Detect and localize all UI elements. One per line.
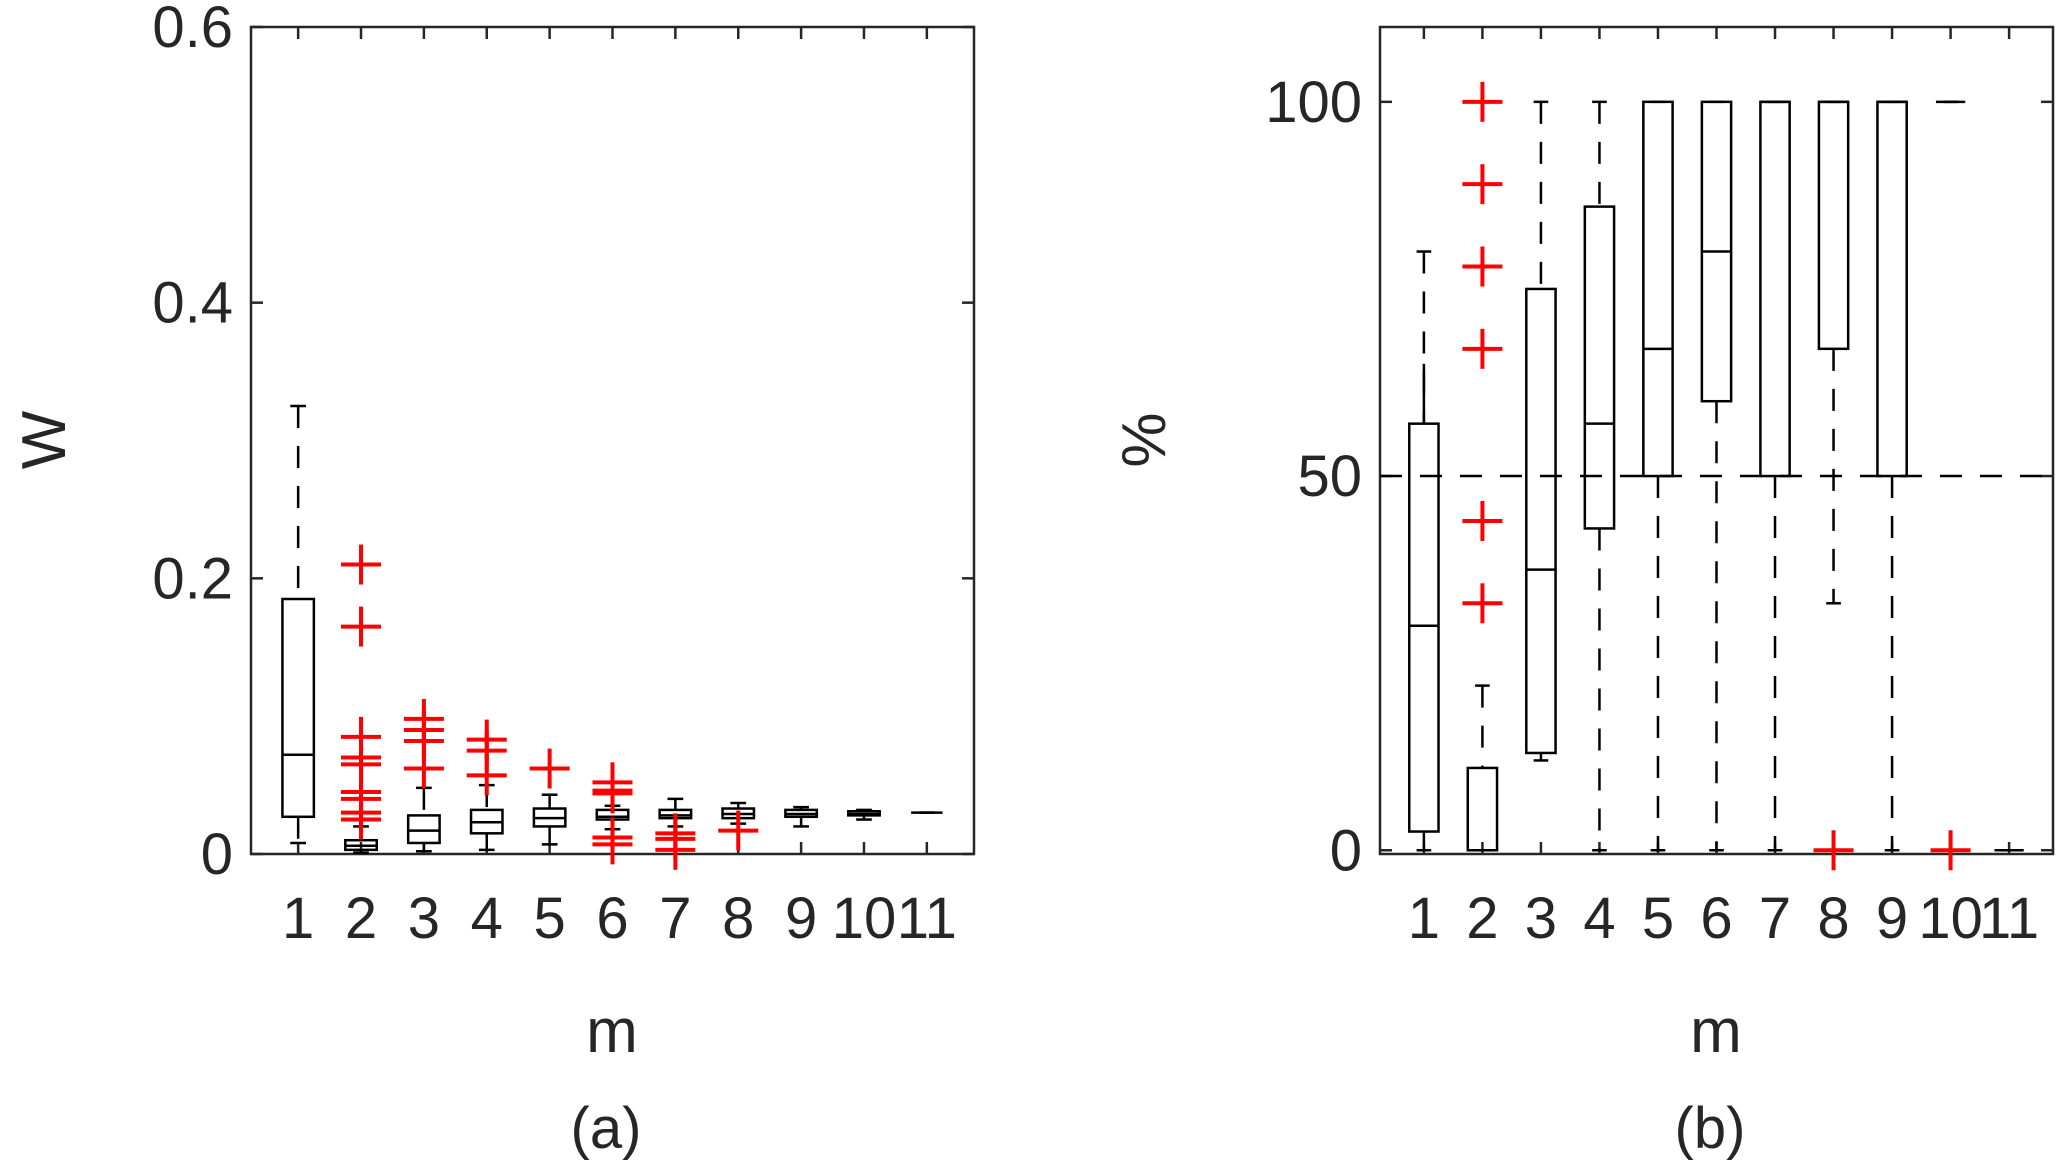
panel-a-ylabel: W [10, 410, 79, 469]
panel-b-xlabel: m [1690, 997, 1742, 1066]
iqr-box [1525, 287, 1557, 755]
y-tick-label: 50 [1297, 444, 1362, 509]
y-tick-label: 0.6 [152, 0, 233, 60]
x-tick-label: 10 [1918, 886, 1983, 951]
y-tick-label: 0 [201, 822, 233, 887]
x-tick-label: 6 [1700, 886, 1732, 951]
x-tick-label: 8 [722, 886, 754, 951]
x-tick-label: 9 [1876, 886, 1908, 951]
panel-a-xlabel: m [586, 997, 638, 1066]
iqr-box [1759, 100, 1791, 478]
iqr-box [1817, 100, 1850, 351]
panel-b-caption: (b) [1675, 1096, 1746, 1161]
x-tick-label: 4 [471, 886, 503, 951]
iqr-box [1466, 766, 1499, 852]
x-tick-label: 2 [1466, 886, 1498, 951]
x-tick-label: 7 [659, 886, 691, 951]
x-tick-label: 9 [785, 886, 817, 951]
x-tick-label: 10 [832, 886, 897, 951]
y-tick-label: 0 [1330, 818, 1362, 883]
x-tick-label: 8 [1817, 886, 1849, 951]
panel-b-ylabel: % [1110, 412, 1179, 467]
iqr-box [1876, 100, 1908, 478]
iqr-box [1408, 422, 1440, 833]
x-tick-label: 6 [596, 886, 628, 951]
y-tick-label: 0.4 [152, 271, 233, 336]
panel-a-caption: (a) [571, 1096, 642, 1161]
x-tick-label: 11 [1979, 886, 2039, 951]
y-tick-label: 0.2 [152, 546, 233, 611]
iqr-box [281, 597, 316, 819]
x-tick-label: 3 [408, 886, 440, 951]
iqr-box [406, 814, 441, 845]
iqr-box [1642, 100, 1674, 478]
iqr-box [1583, 205, 1616, 530]
panel-a: 0 0.2 0.4 0.6 1 2 3 4 5 6 7 8 9 10 11 [152, 0, 974, 951]
x-tick-label: 2 [345, 886, 377, 951]
x-tick-label: 1 [1408, 886, 1440, 951]
x-tick-label: 11 [897, 886, 957, 951]
y-tick-label: 100 [1265, 70, 1362, 135]
x-tick-label: 7 [1759, 886, 1791, 951]
x-tick-label: 5 [1642, 886, 1674, 951]
x-tick-label: 4 [1583, 886, 1615, 951]
x-tick-label: 5 [533, 886, 565, 951]
x-tick-label: 3 [1525, 886, 1557, 951]
x-tick-label: 1 [282, 886, 314, 951]
